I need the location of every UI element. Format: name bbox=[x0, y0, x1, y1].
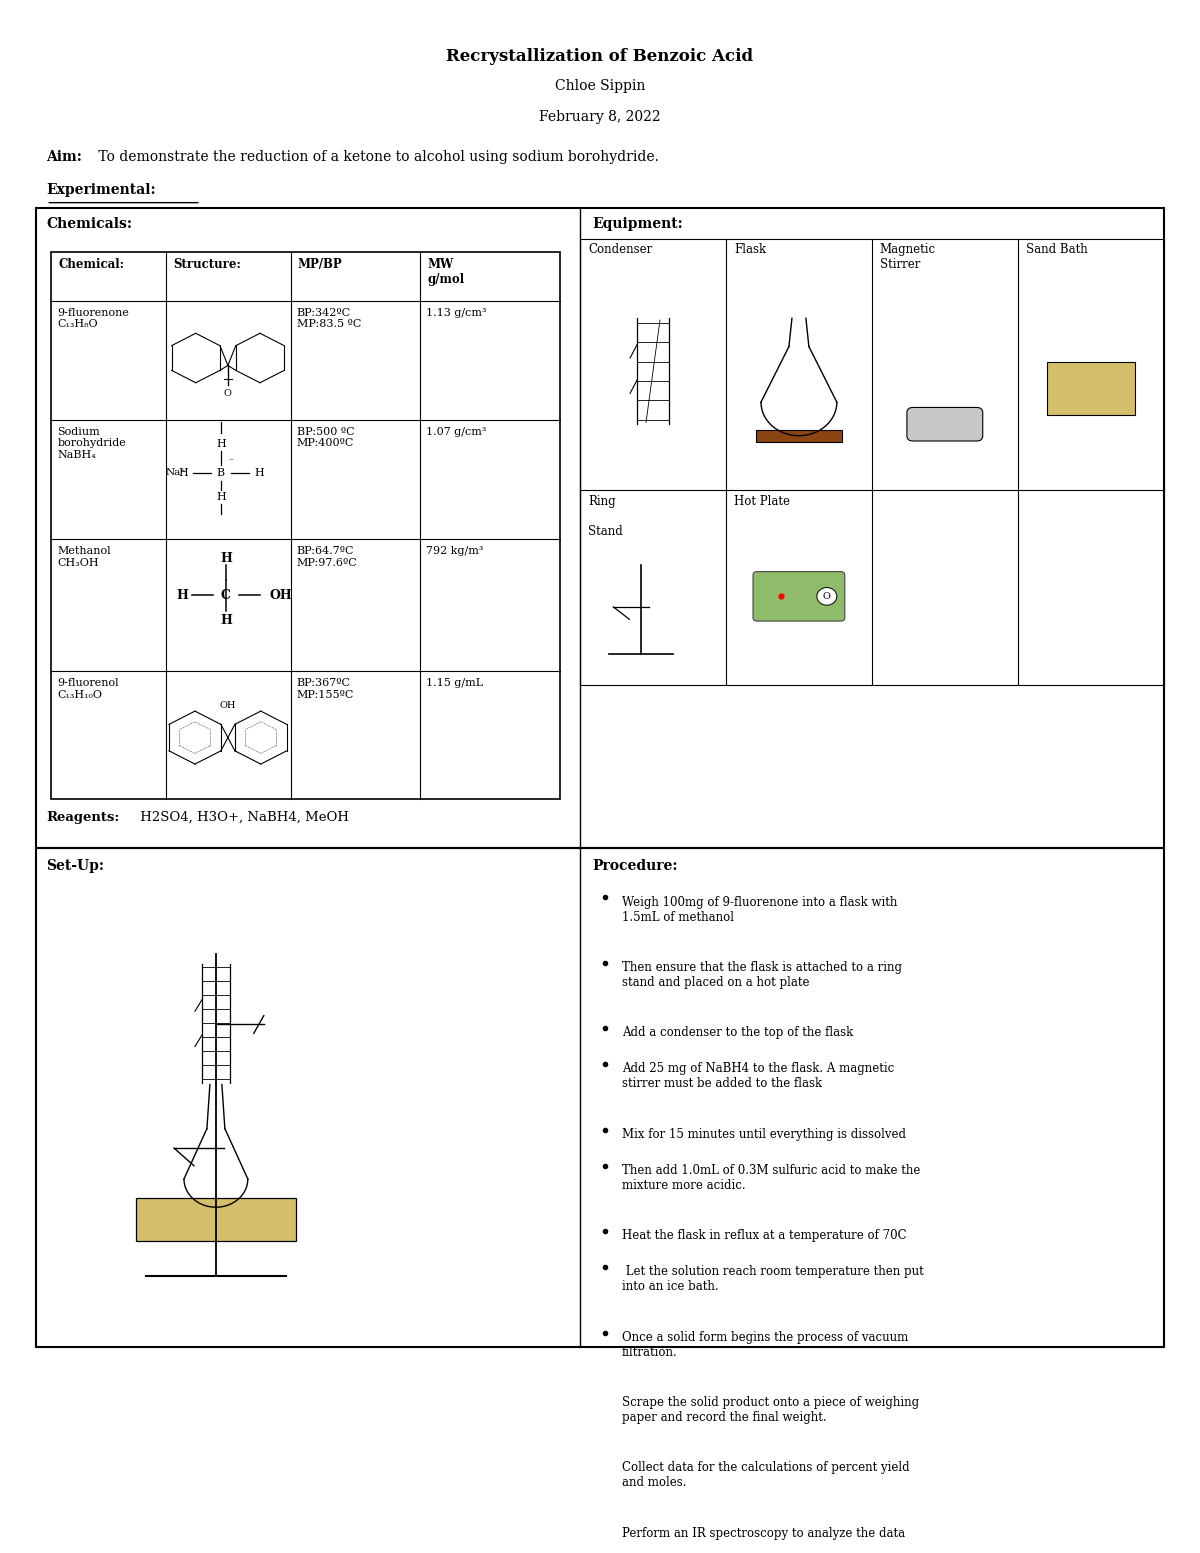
Text: Ring

Stand: Ring Stand bbox=[588, 495, 623, 537]
Text: OH: OH bbox=[220, 700, 236, 710]
Text: Methanol
CH₃OH: Methanol CH₃OH bbox=[58, 547, 110, 568]
Text: 9-fluorenone
C₁₃H₈O: 9-fluorenone C₁₃H₈O bbox=[58, 307, 130, 329]
Text: Chemical:: Chemical: bbox=[59, 258, 125, 272]
Text: H: H bbox=[216, 492, 226, 502]
Text: 1.07 g/cm³: 1.07 g/cm³ bbox=[426, 427, 487, 436]
Text: Aim:: Aim: bbox=[47, 149, 82, 163]
Text: Na⁺: Na⁺ bbox=[166, 469, 186, 477]
Text: B: B bbox=[217, 467, 224, 478]
Text: O: O bbox=[823, 592, 830, 601]
Text: Add a condenser to the top of the flask: Add a condenser to the top of the flask bbox=[622, 1027, 853, 1039]
Text: Structure:: Structure: bbox=[173, 258, 241, 272]
Text: Collect data for the calculations of percent yield
and moles.: Collect data for the calculations of per… bbox=[622, 1461, 910, 1489]
Text: Heat the flask in reflux at a temperature of 70C: Heat the flask in reflux at a temperatur… bbox=[622, 1230, 906, 1242]
Text: Set-Up:: Set-Up: bbox=[47, 859, 104, 873]
Text: 9-fluorenol
C₁₃H₁₀O: 9-fluorenol C₁₃H₁₀O bbox=[58, 679, 119, 700]
Text: Mix for 15 minutes until everything is dissolved: Mix for 15 minutes until everything is d… bbox=[622, 1127, 906, 1141]
Text: Scrape the solid product onto a piece of weighing
paper and record the final wei: Scrape the solid product onto a piece of… bbox=[622, 1396, 919, 1424]
Text: Weigh 100mg of 9-fluorenone into a flask with
1.5mL of methanol: Weigh 100mg of 9-fluorenone into a flask… bbox=[622, 896, 898, 924]
Bar bbox=[1046, 362, 1135, 415]
Text: Perform an IR spectroscopy to analyze the data: Perform an IR spectroscopy to analyze th… bbox=[622, 1527, 905, 1539]
Text: OH: OH bbox=[270, 589, 293, 603]
Text: Magnetic
Stirrer: Magnetic Stirrer bbox=[880, 244, 936, 272]
Text: BP:64.7ºC
MP:97.6ºC: BP:64.7ºC MP:97.6ºC bbox=[296, 547, 358, 568]
FancyBboxPatch shape bbox=[907, 407, 983, 441]
Text: H: H bbox=[178, 467, 188, 478]
FancyBboxPatch shape bbox=[754, 572, 845, 621]
Text: 792 kg/m³: 792 kg/m³ bbox=[426, 547, 484, 556]
Text: Add 25 mg of NaBH4 to the flask. A magnetic
stirrer must be added to the flask: Add 25 mg of NaBH4 to the flask. A magne… bbox=[622, 1062, 894, 1090]
Text: MW
g/mol: MW g/mol bbox=[427, 258, 464, 286]
Text: BP:367ºC
MP:155ºC: BP:367ºC MP:155ºC bbox=[296, 679, 354, 700]
Bar bbox=[136, 1199, 295, 1241]
Text: Recrystallization of Benzoic Acid: Recrystallization of Benzoic Acid bbox=[446, 48, 754, 65]
Bar bbox=[756, 430, 842, 443]
Text: 1.15 g/mL: 1.15 g/mL bbox=[426, 679, 484, 688]
Text: Chemicals:: Chemicals: bbox=[47, 217, 132, 231]
Text: Once a solid form begins the process of vacuum
filtration.: Once a solid form begins the process of … bbox=[622, 1331, 908, 1359]
Text: Then add 1.0mL of 0.3M sulfuric acid to make the
mixture more acidic.: Then add 1.0mL of 0.3M sulfuric acid to … bbox=[622, 1163, 920, 1193]
Text: C: C bbox=[221, 589, 230, 603]
Circle shape bbox=[817, 587, 836, 606]
Text: Hot Plate: Hot Plate bbox=[734, 495, 790, 508]
Text: Procedure:: Procedure: bbox=[592, 859, 678, 873]
Text: Reagents:: Reagents: bbox=[47, 811, 120, 823]
Text: To demonstrate the reduction of a ketone to alcohol using sodium borohydride.: To demonstrate the reduction of a ketone… bbox=[94, 149, 659, 163]
Text: MP/BP: MP/BP bbox=[298, 258, 342, 272]
Text: Condenser: Condenser bbox=[588, 244, 653, 256]
Text: Chloe Sippin: Chloe Sippin bbox=[554, 79, 646, 93]
Text: Equipment:: Equipment: bbox=[592, 217, 683, 231]
Text: Experimental:: Experimental: bbox=[47, 183, 156, 197]
Text: H2SO4, H3O+, NaBH4, MeOH: H2SO4, H3O+, NaBH4, MeOH bbox=[136, 811, 349, 823]
Bar bbox=[36, 848, 1164, 1346]
Text: ⁻: ⁻ bbox=[228, 458, 234, 467]
Text: BP:342ºC
MP:83.5 ºC: BP:342ºC MP:83.5 ºC bbox=[296, 307, 361, 329]
Text: H: H bbox=[220, 551, 232, 565]
Text: H: H bbox=[220, 613, 232, 627]
Text: H: H bbox=[216, 438, 226, 449]
Text: H: H bbox=[254, 467, 264, 478]
Text: Sand Bath: Sand Bath bbox=[1026, 244, 1087, 256]
Text: Then ensure that the flask is attached to a ring
stand and placed on a hot plate: Then ensure that the flask is attached t… bbox=[622, 961, 902, 989]
Text: 1.13 g/cm³: 1.13 g/cm³ bbox=[426, 307, 487, 318]
Bar bbox=[36, 208, 1164, 848]
Bar bbox=[52, 252, 560, 800]
Text: O: O bbox=[224, 388, 232, 398]
Text: Flask: Flask bbox=[734, 244, 766, 256]
Text: Sodium
borohydride
NaBH₄: Sodium borohydride NaBH₄ bbox=[58, 427, 126, 460]
Text: BP:500 ºC
MP:400ºC: BP:500 ºC MP:400ºC bbox=[296, 427, 354, 449]
Text: H: H bbox=[176, 589, 188, 603]
Text: February 8, 2022: February 8, 2022 bbox=[539, 110, 661, 124]
Text: Let the solution reach room temperature then put
into an ice bath.: Let the solution reach room temperature … bbox=[622, 1266, 924, 1294]
